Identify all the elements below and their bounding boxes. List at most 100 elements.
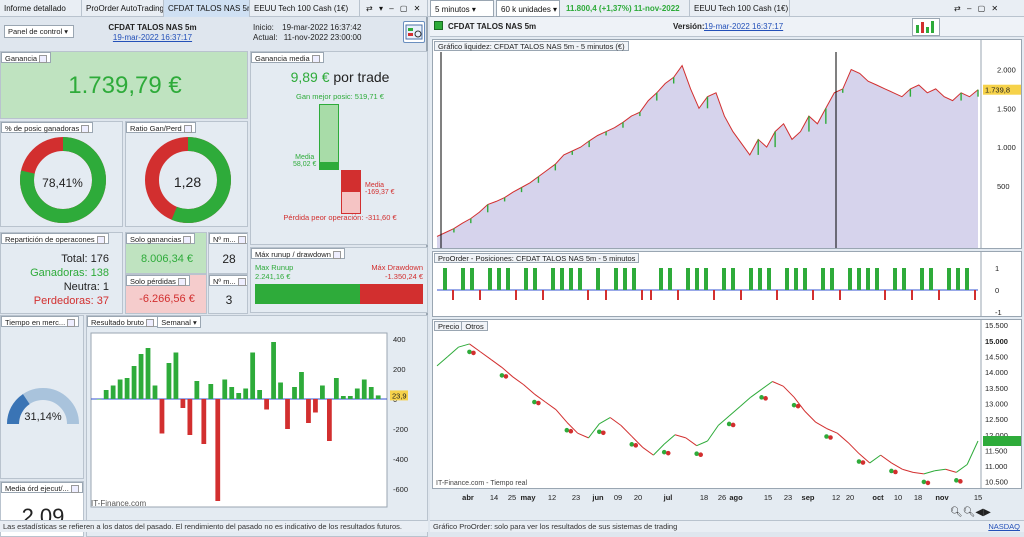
win-label: Ganadoras: <box>30 267 88 279</box>
price-segment <box>436 356 449 367</box>
start-label: Inicio: <box>253 23 274 32</box>
position-long-bar <box>668 268 672 290</box>
zoom-in-icon[interactable]: 🔍︎ <box>950 507 963 518</box>
pin-icon[interactable] <box>183 125 192 134</box>
gross-bar <box>103 390 109 399</box>
dropdown-icon[interactable]: ▾ <box>378 4 383 13</box>
pin-icon[interactable] <box>70 485 79 494</box>
gross-bar <box>110 385 116 399</box>
close-icon[interactable]: ✕ <box>413 4 421 13</box>
avg-gain-suffix: por trade <box>333 69 390 85</box>
time-axis-tick: ago <box>729 493 743 502</box>
runup-title-text: Máx runup / drawdown <box>255 250 331 259</box>
pin-icon[interactable] <box>183 236 192 245</box>
position-long-bar <box>443 268 447 290</box>
chart-type-icon[interactable] <box>912 18 940 36</box>
units-select[interactable]: 60 k unidades ▾ <box>496 0 560 17</box>
position-long-bar <box>551 268 555 290</box>
total-label: Total: <box>61 253 88 265</box>
tab-proorder-autotrading[interactable]: ProOrder AutoTrading <box>82 0 164 17</box>
price-segment <box>913 471 924 475</box>
instrument-tab[interactable]: EEUU Tech 100 Cash (1€) <box>690 0 790 17</box>
strategy-name: CFDAT TALOS NAS 5m <box>108 23 197 32</box>
pin-icon[interactable] <box>67 319 76 328</box>
trade-exit-marker <box>698 452 703 458</box>
loss-label: Perdedoras: <box>33 295 94 307</box>
maximize-icon[interactable]: ▢ <box>399 4 408 13</box>
position-long-bar <box>506 268 510 290</box>
price-segment <box>523 384 535 395</box>
position-long-bar <box>821 268 825 290</box>
current-label: Actual: <box>253 33 278 42</box>
price-segment <box>663 434 676 445</box>
gross-bar <box>236 393 242 399</box>
equity-chart-pane: 500 1.000 1.500 2.000 1.739,8 Gráfico liquid… <box>432 39 1022 249</box>
gross-bar <box>313 399 318 413</box>
pin-icon[interactable] <box>311 55 320 64</box>
only-gains-title: Solo ganancias <box>126 233 196 245</box>
win-pct-donut <box>20 137 106 223</box>
avg-neg-label-text: Media <box>365 182 385 189</box>
maximize-icon[interactable]: ▢ <box>977 4 986 13</box>
instrument-label: EEUU Tech 100 Cash (1€) <box>694 4 789 13</box>
pin-icon[interactable] <box>96 236 105 245</box>
scroll-left-icon[interactable]: ◀ <box>975 507 984 518</box>
gross-bar <box>180 399 186 408</box>
minimize-icon[interactable]: – <box>389 4 394 13</box>
distribution-list: Total: 176 Ganadoras: 138 Neutra: 1 Perd… <box>1 252 109 308</box>
version-value-link[interactable]: 19-mar-2022 16:37:17 <box>704 22 784 31</box>
time-axis-tick: 18 <box>914 493 922 502</box>
position-long-bar <box>569 268 573 290</box>
position-long-bar <box>767 268 771 290</box>
price-segment <box>566 421 579 434</box>
zoom-out-icon[interactable]: 🔍︎ <box>962 507 976 518</box>
position-short-bar <box>479 290 481 300</box>
position-short-bar <box>740 290 742 300</box>
minimize-icon[interactable]: – <box>966 4 972 13</box>
others-tab[interactable]: Otros <box>461 322 484 331</box>
time-axis-tick: 14 <box>490 493 498 502</box>
only-losses-title: Solo pérdidas <box>126 275 190 287</box>
pin-icon[interactable] <box>177 278 186 287</box>
runup-label: Max Runup <box>255 263 294 272</box>
pin-icon[interactable] <box>39 55 48 64</box>
distribution-title-text: Repartición de operacones <box>5 235 95 244</box>
price-segment <box>599 417 611 425</box>
price-segment <box>815 421 827 429</box>
donut-win-arc <box>20 137 106 223</box>
period-select[interactable]: Semanal ▾ <box>157 316 201 328</box>
price-segment <box>858 453 871 464</box>
price-segment <box>782 385 795 398</box>
pin-icon[interactable] <box>332 251 341 260</box>
tab-detailed-report[interactable]: Informe detallado <box>0 0 82 17</box>
gross-bar <box>201 399 207 444</box>
strategy-date-link[interactable]: 19-mar-2022 16:37:17 <box>112 33 193 42</box>
timeframe-select[interactable]: 5 minutos ▾ <box>430 0 494 17</box>
price-segment <box>685 437 697 447</box>
pin-icon[interactable] <box>81 125 90 134</box>
price-segment <box>631 435 643 448</box>
control-panel-select[interactable]: Panel de control ▾ <box>4 25 74 38</box>
avg-neg-value: -169,37 € <box>365 189 395 196</box>
share-icon[interactable]: ⇄ <box>366 4 373 13</box>
tab-instrument[interactable]: EEUU Tech 100 Cash (1€) <box>250 0 360 17</box>
pin-icon[interactable] <box>237 236 246 245</box>
source-link[interactable]: NASDAQ <box>988 522 1020 531</box>
price-segment <box>642 446 654 456</box>
tab-strategy[interactable]: CFDAT TALOS NAS 5m <box>164 0 250 17</box>
loss-value: 37 <box>96 295 109 307</box>
pin-icon[interactable] <box>237 278 246 287</box>
scroll-right-icon[interactable]: ▶ <box>983 507 991 518</box>
runup-value: 2.241,16 € <box>255 272 291 281</box>
close-icon[interactable]: ✕ <box>991 4 999 13</box>
trade-exit-marker <box>503 374 509 379</box>
time-axis-tick: 15 <box>974 493 982 502</box>
gain-value: 1.739,79 € <box>68 72 182 99</box>
share-icon[interactable]: ⇄ <box>954 4 961 13</box>
pin-icon[interactable] <box>145 319 154 328</box>
report-settings-icon[interactable] <box>403 21 425 43</box>
gain-panel: Ganancia 1.739,79 € <box>0 51 248 119</box>
position-short-bar <box>452 290 454 300</box>
price-segment <box>902 468 914 473</box>
gross-title: Resultado bruto <box>87 316 158 328</box>
